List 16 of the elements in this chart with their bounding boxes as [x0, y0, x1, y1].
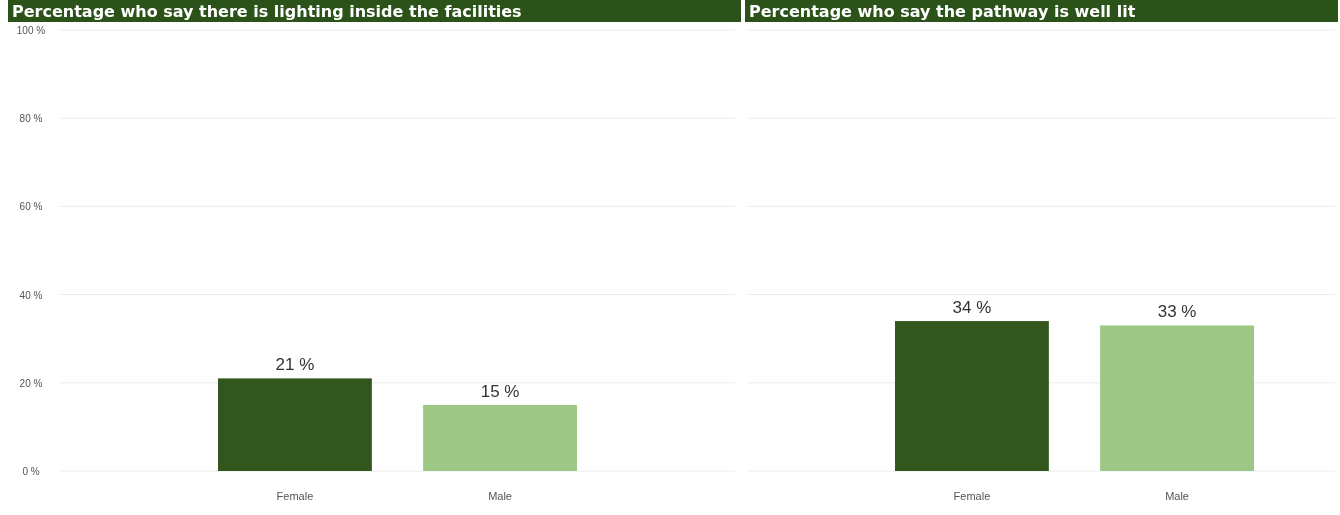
y-tick-label: 0 %: [22, 466, 40, 477]
x-tick-label: Male: [1165, 490, 1189, 502]
data-label: 15 %: [480, 381, 520, 401]
x-tick-label: Female: [276, 490, 314, 502]
chart-title: Percentage who say the pathway is well lit: [749, 2, 1136, 21]
data-label: 33 %: [1157, 302, 1197, 322]
y-tick-label: 60 %: [19, 201, 43, 213]
data-label: 21 %: [275, 355, 315, 375]
data-label: 34 %: [952, 298, 992, 318]
y-tick-label: 80 %: [19, 113, 43, 125]
y-tick-label: 100 %: [16, 25, 46, 36]
x-tick-label: Male: [488, 490, 512, 502]
y-tick-label: 20 %: [19, 377, 43, 389]
x-tick-label: Female: [953, 490, 991, 502]
chart-title: Percentage who say there is lighting inside the facilities: [12, 2, 522, 21]
y-tick-label: 40 %: [19, 289, 43, 301]
